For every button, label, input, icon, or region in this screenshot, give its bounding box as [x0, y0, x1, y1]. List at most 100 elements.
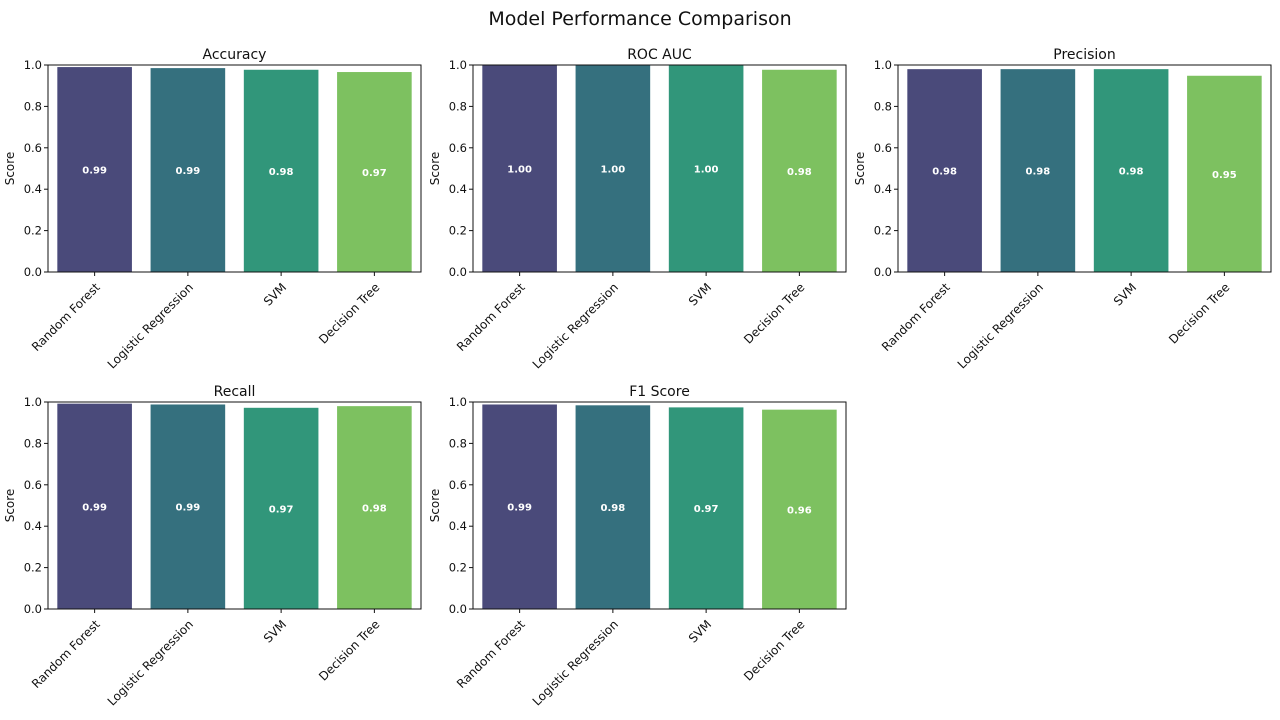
y-tick-label: 0.6: [449, 141, 467, 155]
bar: [150, 68, 226, 272]
subplot-title: Recall: [214, 384, 256, 400]
subplot-title: Precision: [1053, 47, 1115, 63]
bar: [337, 72, 412, 273]
y-tick-label: 0.4: [874, 182, 892, 196]
bar-value-label: 0.98: [269, 167, 294, 178]
y-tick-label: 0.0: [24, 602, 42, 616]
x-tick-label: Decision Tree: [316, 617, 382, 683]
bar-value-label: 0.98: [1026, 167, 1051, 178]
x-tick-label: SVM: [261, 617, 289, 645]
y-tick-label: 0.8: [24, 436, 42, 450]
figure-title: Model Performance Comparison: [488, 8, 792, 30]
y-tick-label: 0.8: [449, 99, 467, 113]
x-tick-label: Decision Tree: [316, 280, 382, 346]
subplot-title: F1 Score: [629, 384, 690, 400]
bar: [482, 65, 557, 272]
y-tick-label: 1.0: [24, 395, 42, 409]
y-tick-label: 0.8: [24, 99, 42, 113]
subplot-1: Accuracy Score 0.0 0.2 0.4 0.6 0.8 1.0 0.99 Rando…: [3, 47, 422, 372]
y-tick-label: 0.4: [449, 519, 467, 533]
axes-frame: [897, 64, 1272, 273]
y-axis-label: Score: [3, 489, 17, 523]
bar: [57, 67, 132, 272]
bar: [1000, 69, 1076, 272]
bar: [243, 407, 319, 609]
y-tick-label: 1.0: [449, 395, 467, 409]
bar: [337, 406, 412, 609]
bar-value-label: 0.95: [1212, 170, 1237, 181]
bar-value-label: 1.00: [507, 165, 532, 176]
y-tick-label: 0.2: [24, 561, 42, 575]
y-tick-label: 0.4: [449, 182, 467, 196]
x-tick-label: Decision Tree: [741, 280, 807, 346]
x-tick-label: Logistic Regression: [530, 280, 621, 371]
y-tick-label: 1.0: [449, 58, 467, 72]
bar-value-label: 1.00: [601, 165, 626, 176]
bar-value-label: 0.99: [507, 503, 532, 514]
y-axis-label: Score: [428, 489, 442, 523]
bar: [150, 404, 226, 609]
y-tick-label: 0.6: [24, 478, 42, 492]
x-tick-label: SVM: [686, 617, 714, 645]
bar-value-label: 0.97: [694, 504, 719, 515]
subplot-title: ROC AUC: [627, 47, 692, 63]
bar-value-label: 0.98: [1119, 167, 1144, 178]
bar-value-label: 0.97: [269, 504, 294, 515]
y-axis-label: Score: [428, 152, 442, 186]
subplot-title: Accuracy: [203, 47, 267, 63]
x-tick-label: SVM: [261, 280, 289, 308]
y-tick-label: 0.8: [874, 99, 892, 113]
x-tick-label: SVM: [686, 280, 714, 308]
y-axis-label: Score: [853, 152, 867, 186]
subplot-5: F1 Score Score 0.0 0.2 0.4 0.6 0.8 1.0 0.99 Rando…: [428, 384, 847, 709]
bar: [668, 407, 744, 609]
y-tick-label: 0.0: [449, 265, 467, 279]
bar-value-label: 0.97: [362, 168, 387, 179]
bar: [668, 65, 744, 272]
bar: [57, 403, 132, 609]
bar: [1093, 69, 1169, 272]
y-tick-label: 0.6: [24, 141, 42, 155]
y-tick-label: 0.4: [24, 182, 42, 196]
y-tick-label: 0.0: [874, 265, 892, 279]
y-tick-label: 1.0: [24, 58, 42, 72]
y-axis-label: Score: [3, 152, 17, 186]
y-tick-label: 0.6: [874, 141, 892, 155]
x-tick-label: Random Forest: [454, 617, 528, 691]
bar: [762, 69, 837, 272]
bar-value-label: 0.99: [176, 166, 201, 177]
bar-value-label: 0.98: [601, 503, 626, 514]
x-tick-label: SVM: [1111, 280, 1139, 308]
y-tick-label: 0.0: [24, 265, 42, 279]
subplot-4: Recall Score 0.0 0.2 0.4 0.6 0.8 1.0 0.99 Random …: [3, 384, 422, 709]
bar: [762, 409, 837, 609]
y-tick-label: 0.6: [449, 478, 467, 492]
subplot-2: ROC AUC Score 0.0 0.2 0.4 0.6 0.8 1.0 1.00 Random…: [428, 47, 847, 372]
axes-frame: [472, 64, 847, 273]
y-tick-label: 0.4: [24, 519, 42, 533]
x-tick-label: Random Forest: [879, 280, 953, 354]
y-tick-label: 0.8: [449, 436, 467, 450]
axes-frame: [472, 401, 847, 610]
y-tick-label: 0.0: [449, 602, 467, 616]
x-tick-label: Decision Tree: [741, 617, 807, 683]
bar-value-label: 0.99: [176, 503, 201, 514]
y-tick-label: 0.2: [24, 224, 42, 238]
x-tick-label: Logistic Regression: [105, 280, 196, 371]
bar: [575, 405, 651, 609]
bar-value-label: 0.98: [932, 167, 957, 178]
bar-value-label: 0.98: [787, 167, 812, 178]
x-tick-label: Logistic Regression: [530, 617, 621, 708]
x-tick-label: Random Forest: [454, 280, 528, 354]
x-tick-label: Random Forest: [29, 617, 103, 691]
y-tick-label: 0.2: [874, 224, 892, 238]
bar: [482, 404, 557, 609]
bar-value-label: 0.96: [787, 505, 812, 516]
x-tick-label: Logistic Regression: [955, 280, 1046, 371]
x-tick-label: Random Forest: [29, 280, 103, 354]
bar-value-label: 0.99: [82, 166, 107, 177]
y-tick-label: 0.2: [449, 561, 467, 575]
axes-frame: [47, 64, 422, 273]
bar: [243, 69, 319, 272]
